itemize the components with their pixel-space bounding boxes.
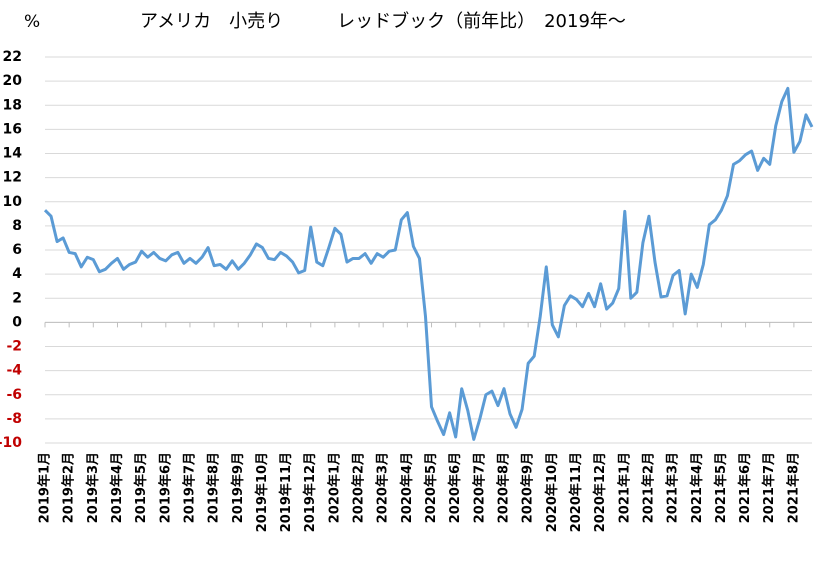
x-tick-label: 2021年8月 [785,452,801,523]
x-tick-label: 2019年6月 [157,452,173,523]
y-tick-label: -6 [6,387,22,403]
chart-title: アメリカ 小売り レッドブック（前年比） 2019年～ [140,10,626,32]
x-tick-label: 2020年4月 [399,452,415,523]
y-tick-label: 14 [3,146,23,162]
y-tick-label: 10 [3,194,23,210]
x-tick-label: 2020年6月 [447,452,463,523]
x-tick-label: 2019年2月 [61,452,77,523]
y-axis-label: % [24,12,40,32]
x-tick-label: 2020年11月 [568,452,584,532]
y-tick-label: 4 [12,266,22,282]
y-tick-label: -2 [6,339,22,355]
x-tick-label: 2019年9月 [230,452,246,523]
y-tick-label: 0 [12,314,22,330]
x-tick-label: 2019年11月 [278,452,294,532]
x-tick-label: 2021年5月 [713,452,729,523]
x-tick-label: 2020年1月 [326,452,342,523]
y-tick-label: 2 [12,290,22,306]
x-tick-label: 2021年7月 [761,452,777,523]
y-tick-label: -4 [6,363,22,379]
y-tick-label: -8 [6,411,22,427]
x-tick-label: 2019年12月 [302,452,318,532]
x-tick-label: 2020年12月 [592,452,608,532]
x-tick-label: 2019年5月 [133,452,149,523]
y-tick-label: -10 [0,435,22,451]
x-tick-label: 2020年7月 [471,452,487,523]
x-tick-label: 2019年8月 [206,452,222,523]
x-tick-label: 2021年1月 [616,452,632,523]
x-tick-label: 2019年1月 [37,452,53,523]
y-tick-label: 22 [3,49,22,65]
x-tick-label: 2020年5月 [423,452,439,523]
y-tick-label: 8 [12,218,22,234]
data-line [43,86,814,441]
x-tick-label: 2019年4月 [109,452,125,523]
x-tick-label: 2019年10月 [254,452,270,532]
x-tick-label: 2020年10月 [544,452,560,532]
x-tick-label: 2019年3月 [85,452,101,523]
y-tick-label: 18 [3,97,22,113]
y-tick-label: 6 [12,242,22,258]
x-tick-label: 2021年3月 [665,452,681,523]
x-tick-label: 2020年8月 [495,452,511,523]
x-tick-label: 2021年4月 [689,452,705,523]
x-tick-label: 2020年2月 [351,452,367,523]
y-tick-label: 20 [3,73,23,89]
x-tick-label: 2021年6月 [737,452,753,523]
x-tick-label: 2019年7月 [181,452,197,523]
x-tick-label: 2020年9月 [520,452,536,523]
y-tick-label: 12 [3,170,22,186]
x-tick-label: 2021年2月 [640,452,656,523]
y-tick-label: 16 [3,121,22,137]
x-tick-label: 2020年3月 [375,452,391,523]
